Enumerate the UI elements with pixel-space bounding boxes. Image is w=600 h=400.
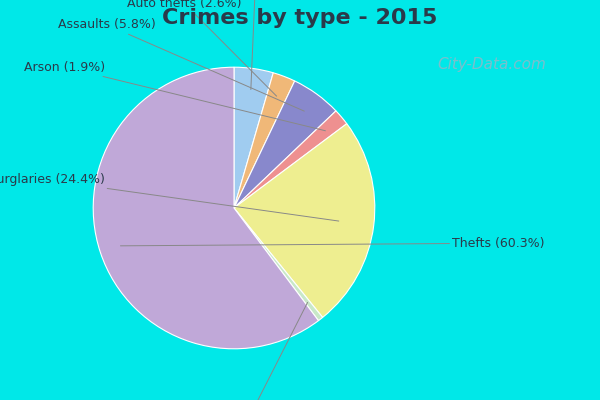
Text: Burglaries (24.4%): Burglaries (24.4%) xyxy=(0,173,339,221)
Text: Auto thefts (2.6%): Auto thefts (2.6%) xyxy=(127,0,277,96)
Text: Rapes (4.5%): Rapes (4.5%) xyxy=(213,0,297,90)
Text: City-Data.com: City-Data.com xyxy=(437,56,547,72)
Text: Assaults (5.8%): Assaults (5.8%) xyxy=(58,18,304,111)
Wedge shape xyxy=(234,208,323,321)
Text: Arson (1.9%): Arson (1.9%) xyxy=(25,61,325,131)
Wedge shape xyxy=(234,124,375,317)
Wedge shape xyxy=(234,67,273,208)
Text: Murders (0.6%): Murders (0.6%) xyxy=(193,302,308,400)
Wedge shape xyxy=(234,111,347,208)
Text: Crimes by type - 2015: Crimes by type - 2015 xyxy=(163,8,437,28)
Wedge shape xyxy=(234,73,295,208)
Wedge shape xyxy=(93,67,319,349)
Text: Thefts (60.3%): Thefts (60.3%) xyxy=(121,237,545,250)
Wedge shape xyxy=(234,81,336,208)
